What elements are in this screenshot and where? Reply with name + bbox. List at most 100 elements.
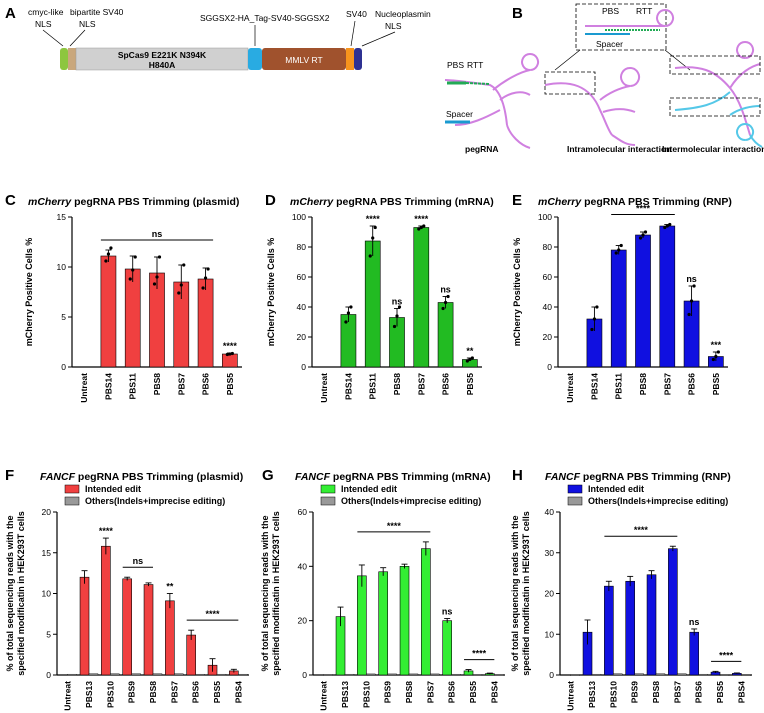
data-point — [228, 352, 232, 356]
category-label: Untreat — [566, 681, 576, 711]
y-tick-label: 100 — [292, 212, 306, 222]
category-label: PBS6 — [687, 373, 697, 395]
label-nucleoplasmin-nls: NLS — [385, 21, 402, 31]
data-point — [643, 230, 648, 234]
chart-title: mCherry pegRNA PBS Trimming (mRNA) — [290, 196, 494, 208]
chart-title: FANCF pegRNA PBS Trimming (RNP) — [545, 471, 731, 483]
data-point — [590, 327, 594, 332]
bar-pbs7 — [421, 548, 431, 676]
bar-pbs14 — [100, 255, 117, 368]
category-label: PBS9 — [127, 681, 137, 703]
bar-pbs7 — [659, 225, 676, 368]
label-nucleoplasmin: Nucleoplasmin — [375, 9, 431, 19]
y-tick-label: 0 — [302, 670, 307, 680]
y-tick-label: 30 — [545, 548, 555, 558]
data-point — [104, 259, 108, 263]
legend-swatch-intended — [320, 484, 336, 494]
bar-pbs9 — [122, 578, 132, 676]
y-tick-label: 0 — [549, 670, 554, 680]
bar-pbs8 — [635, 234, 651, 368]
bar-pbs6 — [442, 620, 452, 676]
linker-domain — [248, 48, 262, 70]
data-point — [392, 324, 397, 329]
y-tick-label: 60 — [297, 272, 307, 282]
data-point — [468, 357, 472, 362]
y-axis-label-line2: specified modificatin in HEK293T cells — [271, 511, 281, 676]
bipartite-nls-domain — [68, 48, 76, 70]
legend-label-others: Others(Indels+imprecise editing) — [588, 496, 728, 506]
data-point — [446, 294, 450, 299]
category-label: PBS5 — [711, 373, 721, 395]
bar-pbs13 — [79, 576, 90, 676]
category-label: PBS9 — [383, 681, 393, 703]
others-bar-pbs4 — [238, 673, 248, 676]
y-tick-label: 20 — [298, 616, 308, 626]
others-bar-pbs7 — [677, 673, 687, 676]
y-tick-label: 10 — [545, 629, 555, 639]
others-bar-pbs5 — [472, 674, 483, 676]
y-tick-label: 20 — [543, 332, 553, 342]
panel-letter-h: H — [512, 467, 523, 484]
y-tick-label: 60 — [543, 272, 553, 282]
chart-f: F FANCF pegRNA PBS Trimming (plasmid) 0 5 10… — [5, 467, 249, 711]
data-point — [225, 352, 229, 357]
category-label: PBS5 — [715, 681, 725, 703]
panel-b: B PBS RTT Spacer pegRNA Intramolecular i… — [444, 3, 764, 154]
data-point — [714, 354, 718, 359]
data-point — [155, 275, 159, 279]
y-tick-label: 40 — [298, 561, 308, 571]
others-bar-pbs8 — [152, 673, 163, 676]
inter-caption: Intermolecular interaction — [662, 144, 764, 154]
bracket-label: **** — [719, 650, 734, 660]
chart-h: H FANCF pegRNA PBS Trimming (RNP) 0 10 20 30 4… — [510, 467, 752, 711]
significance-label: ns — [392, 297, 403, 307]
legend-label-intended: Intended edit — [341, 484, 397, 494]
bar-pbs9 — [625, 580, 635, 676]
data-point — [687, 312, 691, 317]
category-label: Untreat — [319, 681, 329, 711]
category-label: PBS11 — [368, 373, 378, 400]
panel-a: A cmyc-like NLS bipartite SV40 NLS SGGSX… — [5, 5, 431, 71]
category-label: Untreat — [319, 373, 329, 403]
category-label: PBS4 — [736, 681, 746, 703]
others-bar-pbs6 — [195, 673, 205, 676]
category-label: PBS14 — [589, 373, 599, 400]
data-point — [203, 276, 208, 280]
y-tick-label: 60 — [298, 507, 308, 517]
others-bar-pbs9 — [387, 673, 397, 676]
others-bar-pbs8 — [655, 673, 666, 676]
others-bar-pbs9 — [131, 673, 141, 676]
cmyc-nls-domain — [60, 48, 68, 70]
y-axis-label: mCherry Positive Cells % — [266, 238, 276, 347]
zoom-rtt-label: RTT — [636, 6, 652, 16]
pegrna-caption: pegRNA — [465, 144, 499, 154]
data-point — [441, 306, 445, 311]
legend-label-intended: Intended edit — [588, 484, 644, 494]
zoom-pbs-label: PBS — [602, 6, 619, 16]
category-label: PBS7 — [672, 681, 682, 703]
y-axis-label-line1: % of total sequencing reads with the — [510, 515, 520, 671]
data-point — [344, 320, 348, 324]
data-point — [465, 359, 469, 363]
bar-pbs11 — [364, 240, 381, 368]
category-label: PBS4 — [489, 681, 499, 703]
data-point — [395, 314, 399, 318]
category-label: PBS5 — [465, 373, 475, 395]
category-label: PBS6 — [441, 373, 451, 395]
category-label: Untreat — [63, 681, 73, 711]
category-label: PBS13 — [587, 681, 597, 708]
bracket-label: **** — [472, 649, 487, 659]
panel-letter-g: G — [262, 467, 274, 484]
panel-letter-e: E — [512, 192, 522, 209]
label-bipartite: bipartite SV40 — [70, 7, 124, 17]
panel-letter-b: B — [512, 5, 523, 22]
others-bar-pbs6 — [451, 673, 461, 676]
category-label: PBS11 — [614, 373, 624, 400]
intermolecular-structure — [674, 41, 763, 148]
others-bar-pbs13 — [88, 673, 99, 676]
category-label: PBS8 — [651, 681, 661, 703]
